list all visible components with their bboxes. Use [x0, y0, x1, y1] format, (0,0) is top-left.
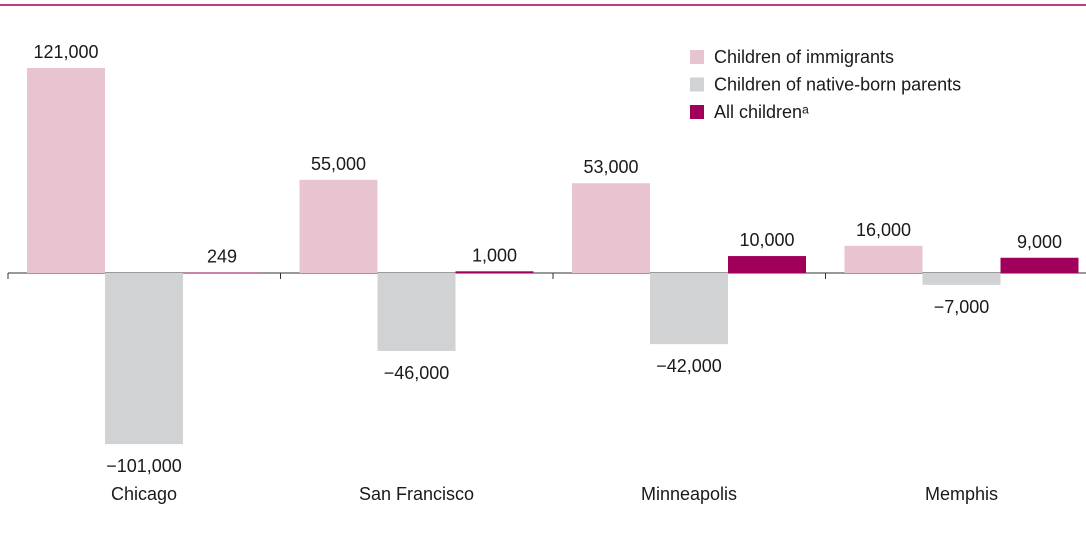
legend-label: All childrenᵃ — [714, 102, 809, 122]
legend-swatch — [690, 50, 704, 64]
data-label: 16,000 — [856, 220, 911, 240]
legend-swatch — [690, 105, 704, 119]
data-label: −101,000 — [106, 456, 182, 476]
bar — [105, 273, 183, 445]
bar — [299, 179, 378, 273]
bar — [377, 273, 456, 351]
bar — [728, 256, 806, 273]
legend-swatch — [690, 77, 704, 92]
legend-label: Children of native-born parents — [714, 75, 961, 95]
data-label: 249 — [207, 247, 237, 267]
bar — [27, 68, 105, 273]
bar — [650, 273, 728, 345]
data-label: −42,000 — [656, 356, 722, 376]
legend-label: Children of immigrants — [714, 47, 894, 67]
data-label: −7,000 — [934, 297, 990, 317]
bar — [572, 183, 650, 273]
data-label: 55,000 — [311, 154, 366, 174]
bar — [844, 245, 923, 273]
x-tick-label: Minneapolis — [641, 484, 737, 504]
bar — [1000, 257, 1079, 273]
data-label: 10,000 — [739, 230, 794, 250]
x-tick-label: Memphis — [925, 484, 998, 504]
bar — [183, 272, 261, 274]
data-label: −46,000 — [384, 363, 450, 383]
data-label: 53,000 — [583, 157, 638, 177]
data-label: 121,000 — [33, 42, 98, 62]
data-label: 9,000 — [1017, 232, 1062, 252]
bar — [455, 271, 534, 273]
bar — [922, 273, 1001, 285]
x-tick-label: San Francisco — [359, 484, 474, 504]
data-label: 1,000 — [472, 245, 517, 265]
x-tick-label: Chicago — [111, 484, 177, 504]
